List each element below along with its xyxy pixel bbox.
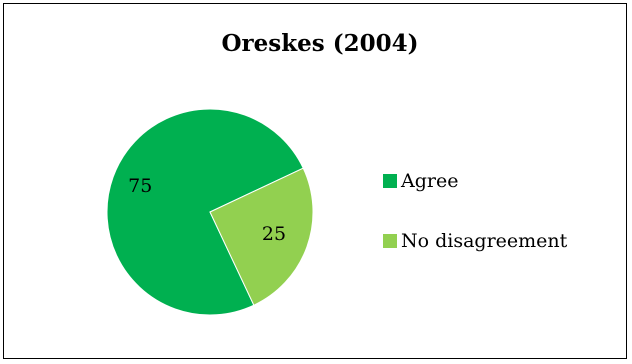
legend: Agree No disagreement xyxy=(383,166,567,286)
legend-label-no-disagreement: No disagreement xyxy=(401,230,568,252)
legend-swatch-agree xyxy=(383,174,397,188)
data-label-agree: 75 xyxy=(128,175,152,197)
pie-slice-no-disagreement xyxy=(209,167,314,306)
pie-slice-agree xyxy=(106,108,304,316)
data-label-no-disagreement: 25 xyxy=(262,223,286,245)
legend-item-no-disagreement: No disagreement xyxy=(383,226,567,256)
legend-label-agree: Agree xyxy=(401,170,459,192)
chart-title: Oreskes (2004) xyxy=(221,30,419,57)
chart-frame xyxy=(3,3,627,359)
legend-item-agree: Agree xyxy=(383,166,567,196)
legend-swatch-no-disagreement xyxy=(383,234,397,248)
